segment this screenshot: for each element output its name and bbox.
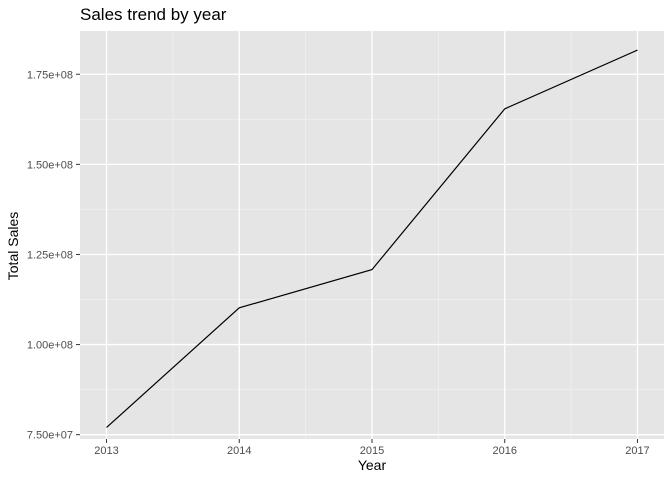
x-tick-label: 2014 (227, 445, 251, 457)
y-tick-label: 1.00e+08 (27, 340, 73, 352)
x-axis: 2013 2014 2015 2016 2017 (94, 439, 650, 457)
y-axis-title: Total Sales (5, 212, 21, 280)
y-axis: 7.50e+07 1.00e+08 1.25e+08 1.50e+08 1.75e+08 (27, 69, 80, 442)
y-tick-label: 1.75e+08 (27, 69, 73, 81)
x-tick-label: 2013 (94, 445, 118, 457)
y-tick-label: 7.50e+07 (27, 430, 73, 442)
chart-title: Sales trend by year (80, 5, 227, 24)
major-gridlines (80, 31, 664, 439)
series-layer (106, 49, 638, 428)
x-axis-title: Year (358, 457, 387, 473)
x-tick-label: 2016 (492, 445, 516, 457)
x-tick-label: 2015 (360, 445, 384, 457)
y-tick-label: 1.25e+08 (27, 249, 73, 261)
series-line (106, 49, 638, 428)
x-tick-label: 2017 (625, 445, 649, 457)
y-tick-label: 1.50e+08 (27, 159, 73, 171)
